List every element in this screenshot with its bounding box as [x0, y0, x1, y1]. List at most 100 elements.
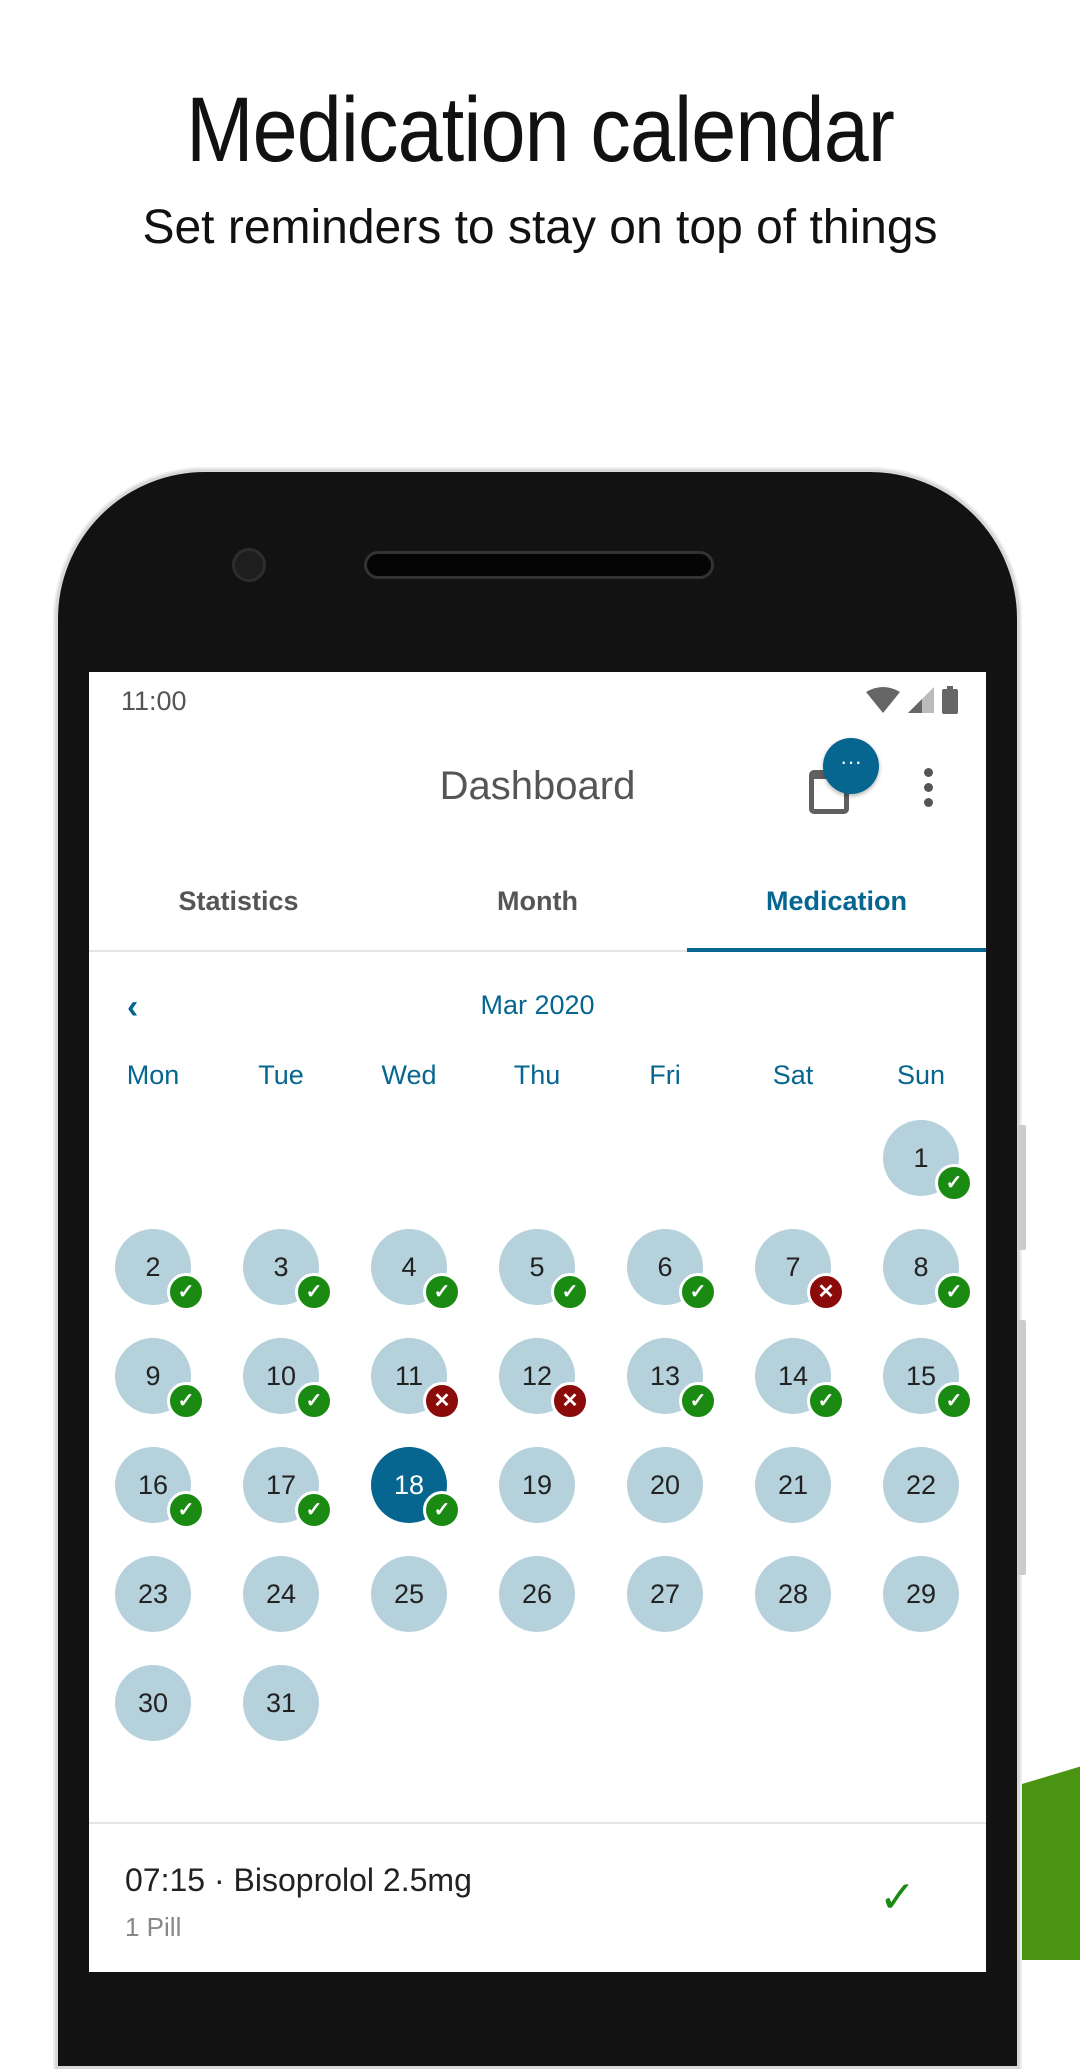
day-number: 28	[777, 1579, 809, 1609]
check-icon: ✓	[935, 1273, 973, 1311]
page-title: Dashboard	[439, 764, 636, 808]
day-number: 3	[273, 1252, 289, 1282]
day-number: 7	[785, 1252, 801, 1282]
weekday-fri: Fri	[649, 1060, 681, 1090]
calendar-day[interactable]: 17 ✓	[243, 1447, 333, 1529]
calendar-day[interactable]: 28	[755, 1556, 831, 1632]
taken-check-icon[interactable]: ✓	[879, 1873, 916, 1922]
calendar-day[interactable]: 21	[755, 1447, 831, 1523]
check-icon: ✓	[167, 1491, 205, 1529]
day-number: 10	[265, 1361, 297, 1391]
check-icon: ✓	[935, 1382, 973, 1420]
calendar-day[interactable]: 29	[883, 1556, 959, 1632]
medication-item-dose: 1 Pill	[125, 1912, 182, 1942]
day-number: 8	[913, 1252, 929, 1282]
calendar-day[interactable]: 25	[371, 1556, 447, 1632]
day-number: 20	[649, 1470, 681, 1500]
day-number: 24	[265, 1579, 297, 1609]
more-actions-fab[interactable]: ···	[823, 738, 879, 794]
calendar-day[interactable]: 30	[115, 1665, 191, 1741]
status-time: 11:00	[121, 686, 187, 716]
calendar-day[interactable]: 2 ✓	[115, 1229, 205, 1311]
day-number: 4	[401, 1252, 417, 1282]
day-number: 15	[905, 1361, 937, 1391]
day-number: 21	[777, 1470, 809, 1500]
promo-title: Medication calendar	[186, 79, 895, 181]
calendar-day[interactable]: 18 ✓	[371, 1447, 461, 1529]
divider	[89, 1822, 986, 1824]
cross-icon: ✕	[551, 1382, 589, 1420]
day-number: 2	[145, 1252, 161, 1282]
check-icon: ✓	[935, 1164, 973, 1202]
day-number: 17	[265, 1470, 297, 1500]
day-number: 11	[394, 1361, 424, 1391]
check-icon: ✓	[679, 1382, 717, 1420]
day-number: 26	[521, 1579, 553, 1609]
calendar-day[interactable]: 31	[243, 1665, 319, 1741]
calendar-day[interactable]: 4 ✓	[371, 1229, 461, 1311]
check-icon: ✓	[167, 1273, 205, 1311]
decorative-green-shape	[1022, 1760, 1080, 1960]
month-label: Mar 2020	[480, 990, 595, 1020]
calendar-day[interactable]: 27	[627, 1556, 703, 1632]
calendar-day[interactable]: 1 ✓	[883, 1120, 973, 1202]
check-icon: ✓	[551, 1273, 589, 1311]
check-icon: ✓	[679, 1273, 717, 1311]
phone-volume-button	[1018, 1320, 1026, 1575]
calendar-day[interactable]: 6 ✓	[627, 1229, 717, 1311]
check-icon: ✓	[295, 1382, 333, 1420]
cross-icon: ✕	[423, 1382, 461, 1420]
more-vert-icon[interactable]	[924, 768, 934, 807]
day-number: 30	[137, 1688, 169, 1718]
calendar-day[interactable]: 5 ✓	[499, 1229, 589, 1311]
calendar-day[interactable]: 15 ✓	[883, 1338, 973, 1420]
tab-medication[interactable]: Medication	[687, 868, 986, 952]
weekday-sat: Sat	[772, 1060, 814, 1090]
calendar-day[interactable]: 20	[627, 1447, 703, 1523]
day-number: 1	[913, 1143, 929, 1173]
day-number: 9	[145, 1361, 161, 1391]
tab-statistics[interactable]: Statistics	[178, 886, 299, 916]
calendar-day[interactable]: 11 ✕	[371, 1338, 461, 1420]
check-icon: ✓	[423, 1491, 461, 1529]
day-number: 6	[657, 1252, 673, 1282]
calendar-day[interactable]: 24	[243, 1556, 319, 1632]
day-number: 5	[529, 1252, 545, 1282]
day-number: 18	[393, 1470, 425, 1500]
calendar-day[interactable]: 13 ✓	[627, 1338, 717, 1420]
prev-month-chevron-icon[interactable]: ‹	[127, 988, 139, 1026]
day-number: 23	[137, 1579, 169, 1609]
calendar-day[interactable]: 16 ✓	[115, 1447, 205, 1529]
calendar-day[interactable]: 3 ✓	[243, 1229, 333, 1311]
medication-item-title[interactable]: 07:15 · Bisoprolol 2.5mg	[125, 1862, 472, 1898]
day-number: 13	[649, 1361, 681, 1391]
calendar-day[interactable]: 14 ✓	[755, 1338, 845, 1420]
calendar-day[interactable]: 7 ✕	[755, 1229, 845, 1311]
status-icons	[866, 686, 958, 714]
speaker-grille	[364, 551, 714, 579]
calendar-day[interactable]: 26	[499, 1556, 575, 1632]
day-number: 22	[905, 1470, 937, 1500]
app-screen: 11:00 Dashboard ··· Statistics Month Med…	[89, 672, 986, 1972]
weekday-wed: Wed	[381, 1060, 437, 1090]
day-number: 27	[649, 1579, 681, 1609]
calendar-day[interactable]: 22	[883, 1447, 959, 1523]
calendar-day[interactable]: 8 ✓	[883, 1229, 973, 1311]
calendar-day[interactable]: 10 ✓	[243, 1338, 333, 1420]
weekday-thu: Thu	[513, 1060, 561, 1090]
day-number: 31	[265, 1688, 297, 1718]
calendar-day[interactable]: 23	[115, 1556, 191, 1632]
calendar-day[interactable]: 12 ✕	[499, 1338, 589, 1420]
weekday-sun: Sun	[896, 1060, 946, 1090]
tab-month[interactable]: Month	[497, 886, 578, 916]
wifi-icon	[866, 687, 900, 713]
day-number: 29	[905, 1579, 937, 1609]
calendar-day[interactable]: 9 ✓	[115, 1338, 205, 1420]
check-icon: ✓	[295, 1273, 333, 1311]
camera-icon	[232, 548, 266, 582]
signal-icon	[908, 687, 934, 713]
cross-icon: ✕	[807, 1273, 845, 1311]
weekday-tue: Tue	[258, 1060, 304, 1090]
phone-side-button	[1018, 1125, 1026, 1250]
calendar-day[interactable]: 19	[499, 1447, 575, 1523]
